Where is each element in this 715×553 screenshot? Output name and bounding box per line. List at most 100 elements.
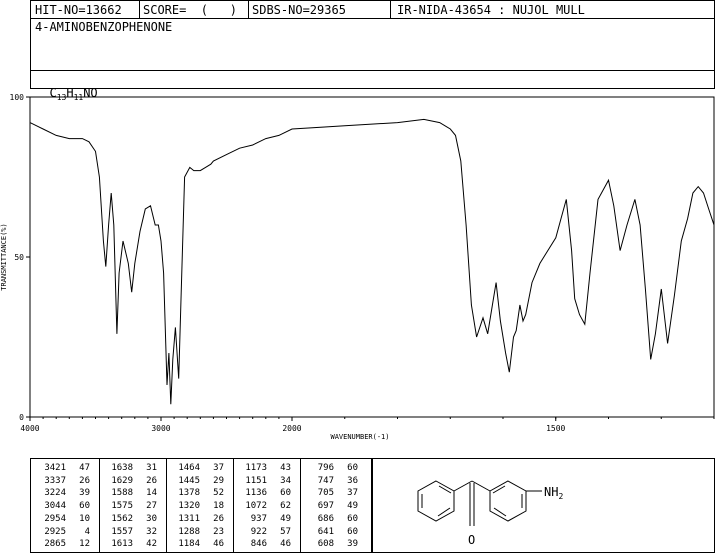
peak-entry: 3224 39 xyxy=(38,488,90,498)
spectrum-trace xyxy=(29,116,715,405)
peak-wavenumber: 1320 xyxy=(178,501,200,512)
peak-entry: 2925 4 xyxy=(38,527,90,537)
peak-column-divider xyxy=(300,458,301,553)
peak-transmittance: 39 xyxy=(347,539,358,550)
peak-wavenumber: 1288 xyxy=(178,526,200,537)
peak-wavenumber: 2954 xyxy=(44,513,66,524)
x-tick-label: 1500 xyxy=(546,424,565,433)
peak-entry: 1638 31 xyxy=(105,463,157,473)
peak-transmittance: 23 xyxy=(213,526,224,537)
peak-wavenumber: 3421 xyxy=(44,463,66,473)
peak-transmittance: 60 xyxy=(280,488,291,499)
peak-wavenumber: 1378 xyxy=(178,488,200,499)
peak-transmittance: 36 xyxy=(347,475,358,486)
y-tick-label: 0 xyxy=(19,413,24,422)
hit-no: HIT-NO=13662 xyxy=(35,3,122,17)
peak-transmittance: 4 xyxy=(84,526,90,537)
y-tick-label: 100 xyxy=(10,93,25,102)
peak-transmittance: 31 xyxy=(146,463,157,473)
header-col-divider-3 xyxy=(390,0,391,18)
peak-entry: 608 39 xyxy=(306,539,358,549)
peak-wavenumber: 747 xyxy=(317,475,334,486)
peak-wavenumber: 1613 xyxy=(111,539,133,550)
peak-wavenumber: 2925 xyxy=(44,526,66,537)
peak-transmittance: 26 xyxy=(146,475,157,486)
peak-entry: 937 49 xyxy=(239,514,291,524)
ir-spectrum-chart: 40003000200015001000500100500WAVENUMBER(… xyxy=(0,93,715,441)
x-tick-label: 2000 xyxy=(282,424,301,433)
peak-wavenumber: 705 xyxy=(317,488,334,499)
peak-wavenumber: 686 xyxy=(317,513,334,524)
peak-transmittance: 52 xyxy=(213,488,224,499)
peak-entry: 1562 30 xyxy=(105,514,157,524)
peak-transmittance: 47 xyxy=(79,463,90,473)
peak-column-divider xyxy=(233,458,234,553)
peak-transmittance: 43 xyxy=(280,463,291,473)
header-formula-divider xyxy=(30,70,715,71)
plot-frame xyxy=(29,96,715,418)
peak-transmittance: 10 xyxy=(79,513,90,524)
molecule-structure: O NH2 xyxy=(417,480,563,547)
peak-wavenumber: 1445 xyxy=(178,475,200,486)
peak-transmittance: 60 xyxy=(347,463,358,473)
peak-wavenumber: 1151 xyxy=(245,475,267,486)
peak-wavenumber: 1562 xyxy=(111,513,133,524)
peak-transmittance: 46 xyxy=(280,539,291,550)
peak-wavenumber: 2865 xyxy=(44,539,66,550)
bond-right xyxy=(471,480,491,492)
peak-entry: 1311 26 xyxy=(172,514,224,524)
peak-wavenumber: 1072 xyxy=(245,501,267,512)
peak-entry: 1613 42 xyxy=(105,539,157,549)
peak-wavenumber: 1557 xyxy=(111,526,133,537)
peak-transmittance: 60 xyxy=(347,513,358,524)
peak-transmittance: 29 xyxy=(213,475,224,486)
peak-column-divider xyxy=(166,458,167,553)
peak-wavenumber: 697 xyxy=(317,501,334,512)
peak-wavenumber: 1173 xyxy=(245,463,267,473)
peak-wavenumber: 1136 xyxy=(245,488,267,499)
header-row-divider xyxy=(30,18,715,19)
peak-entry: 686 60 xyxy=(306,514,358,524)
peak-transmittance: 62 xyxy=(280,501,291,512)
peak-entry: 2954 10 xyxy=(38,514,90,524)
phenyl-ring xyxy=(417,480,455,522)
peak-entry: 3044 60 xyxy=(38,501,90,511)
header-col-divider-2 xyxy=(248,0,249,18)
peak-entry: 1588 14 xyxy=(105,488,157,498)
peak-wavenumber: 796 xyxy=(317,463,334,473)
peak-transmittance: 26 xyxy=(79,475,90,486)
peak-entry: 1320 18 xyxy=(172,501,224,511)
peak-transmittance: 57 xyxy=(280,526,291,537)
peak-entry: 1629 26 xyxy=(105,476,157,486)
peak-transmittance: 49 xyxy=(347,501,358,512)
peak-entry: 1445 29 xyxy=(172,476,224,486)
score: SCORE= ( ) xyxy=(143,3,237,17)
peak-wavenumber: 1638 xyxy=(111,463,133,473)
peak-entry: 1464 37 xyxy=(172,463,224,473)
peak-transmittance: 26 xyxy=(213,513,224,524)
peak-entry: 747 36 xyxy=(306,476,358,486)
peak-entry: 922 57 xyxy=(239,527,291,537)
x-tick-label: 4000 xyxy=(20,424,39,433)
peak-wavenumber: 1311 xyxy=(178,513,200,524)
peak-entry: 1136 60 xyxy=(239,488,291,498)
peak-wavenumber: 846 xyxy=(250,539,267,550)
carbonyl-oxygen-label: O xyxy=(468,533,475,547)
peak-entry: 1288 23 xyxy=(172,527,224,537)
peak-wavenumber: 641 xyxy=(317,526,334,537)
ir-nida-id: IR-NIDA-43654 : NUJOL MULL xyxy=(397,3,585,17)
peak-transmittance: 12 xyxy=(79,539,90,550)
peak-table-panel xyxy=(30,458,372,553)
peak-entry: 1378 52 xyxy=(172,488,224,498)
peak-wavenumber: 1464 xyxy=(178,463,200,473)
sdbs-no: SDBS-NO=29365 xyxy=(252,3,346,17)
peak-transmittance: 60 xyxy=(347,526,358,537)
peak-transmittance: 30 xyxy=(146,513,157,524)
peak-wavenumber: 937 xyxy=(250,513,267,524)
peak-entry: 697 49 xyxy=(306,501,358,511)
peak-transmittance: 18 xyxy=(213,501,224,512)
peak-transmittance: 27 xyxy=(146,501,157,512)
header-panel xyxy=(30,0,715,89)
peak-entry: 1184 46 xyxy=(172,539,224,549)
peak-entry: 3337 26 xyxy=(38,476,90,486)
